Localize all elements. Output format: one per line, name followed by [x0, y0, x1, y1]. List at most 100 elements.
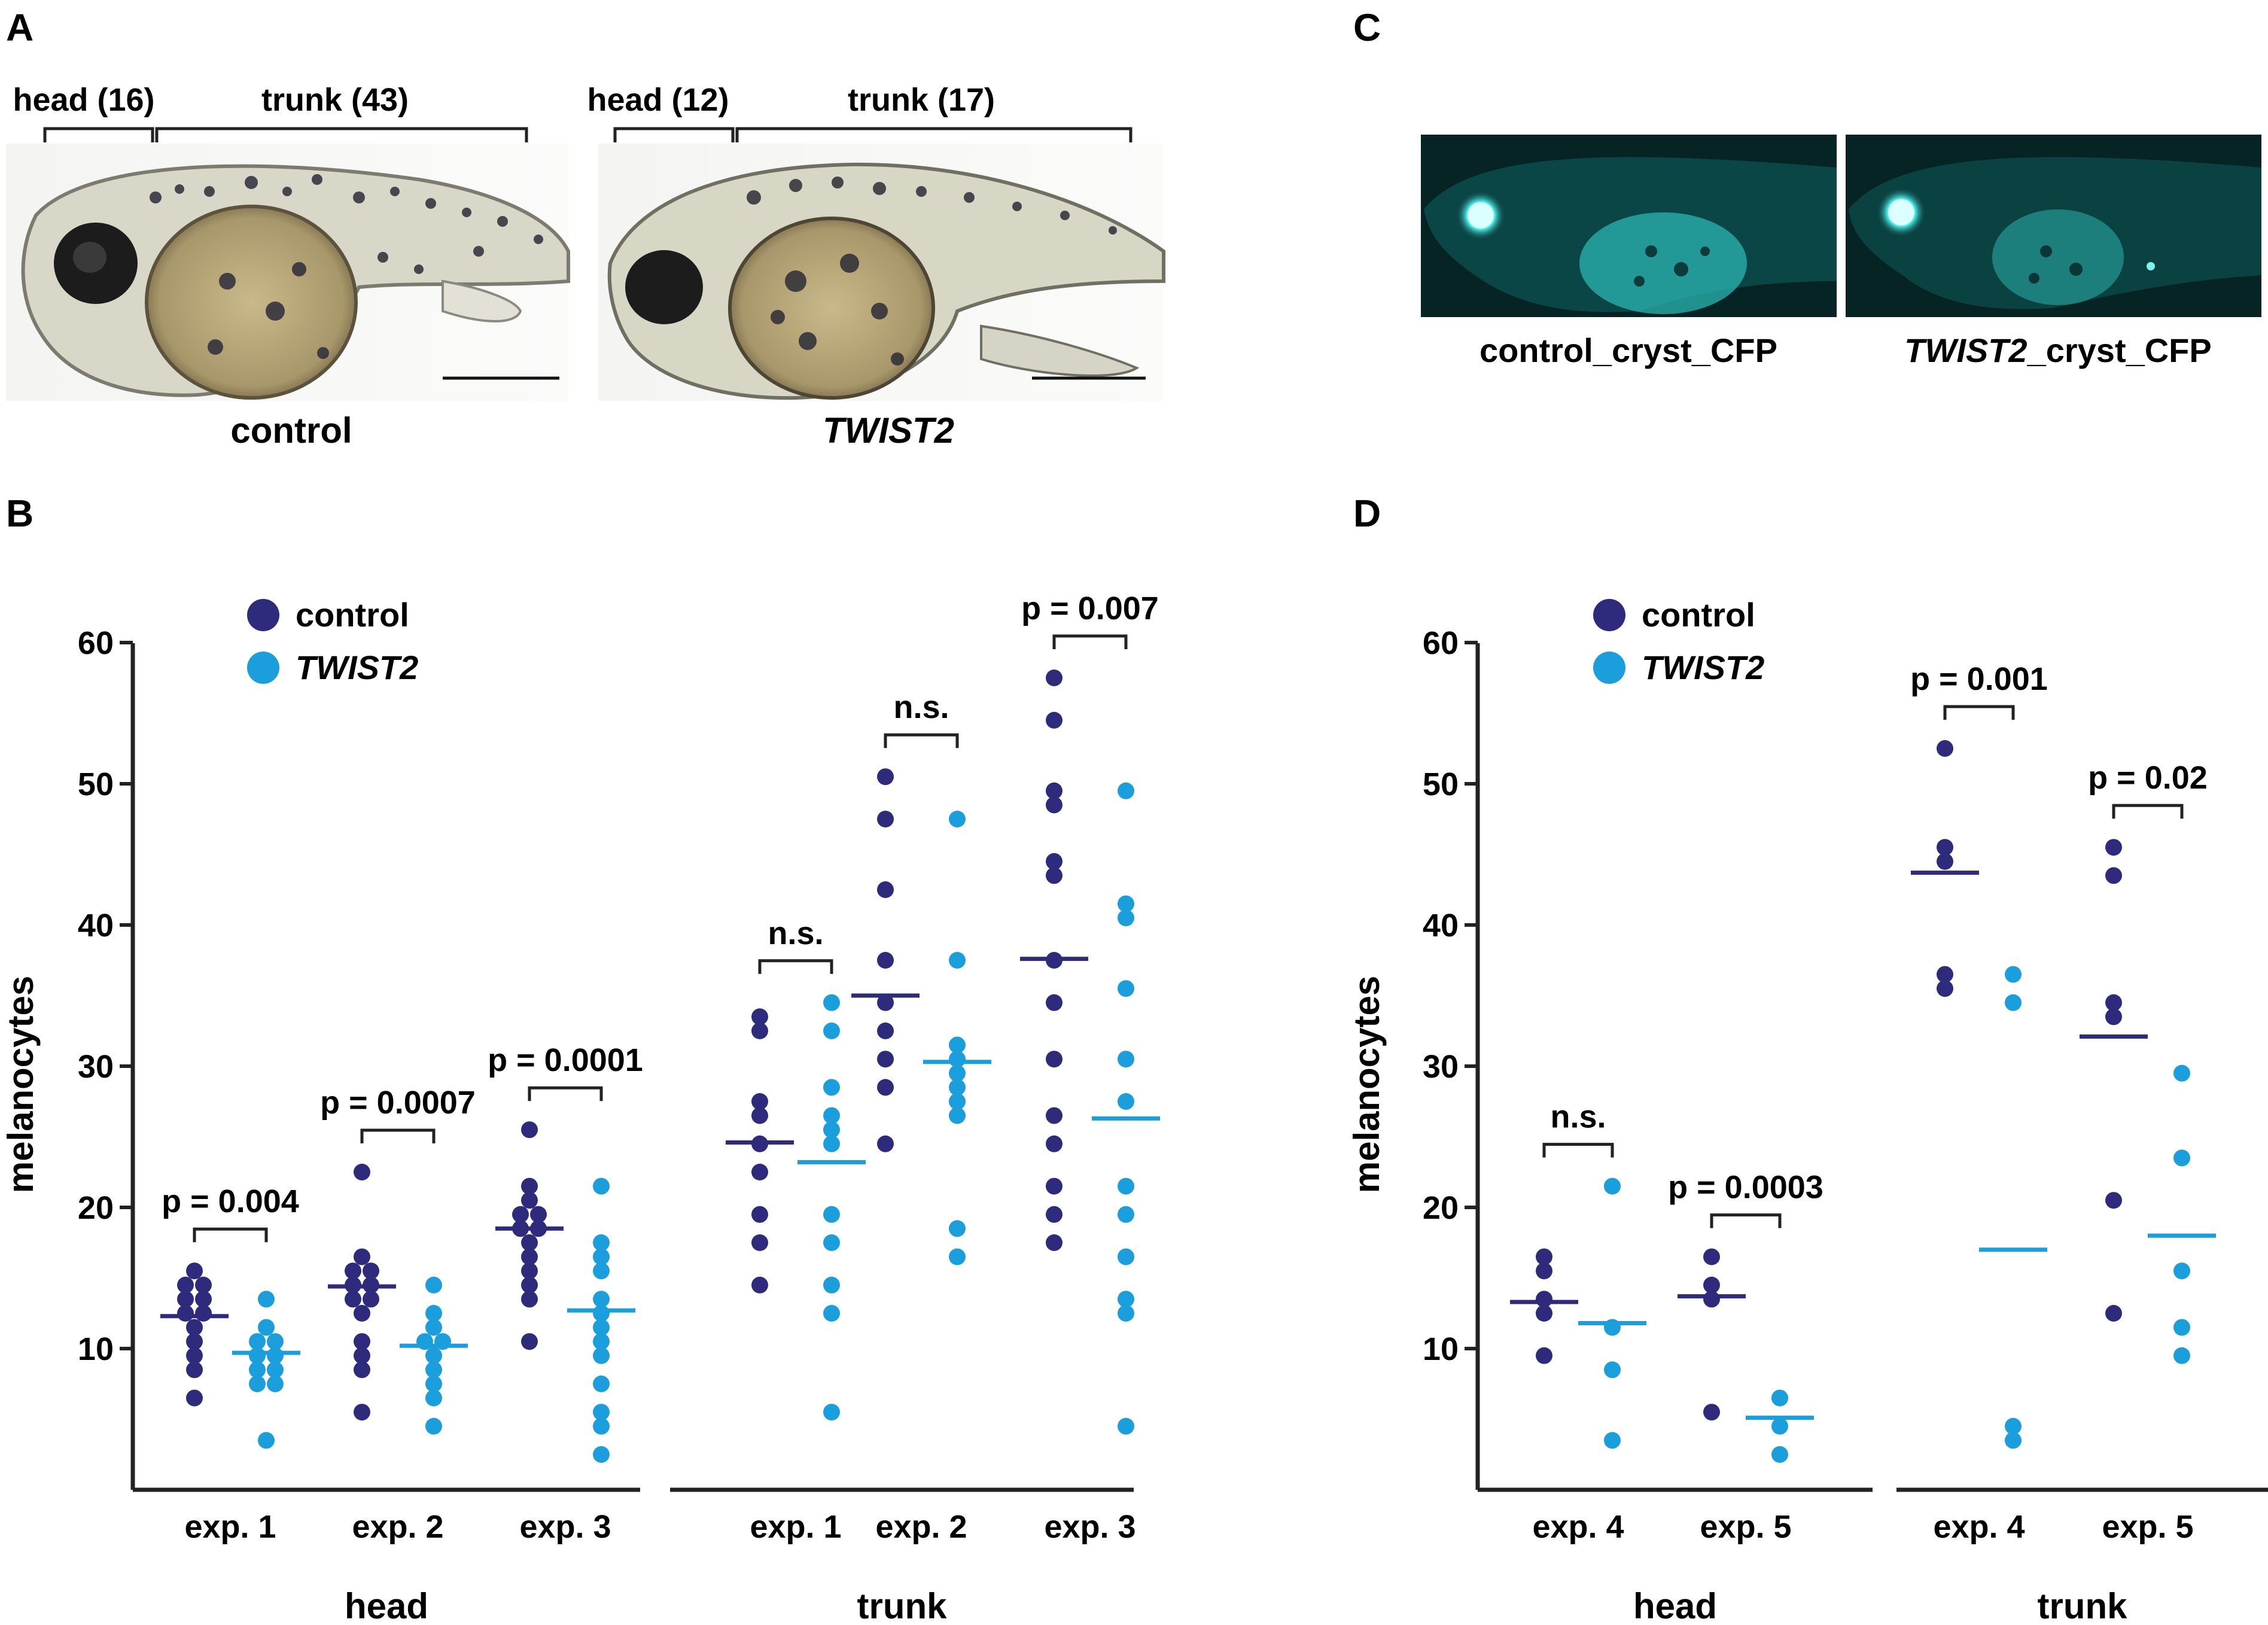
- control-point: [1046, 994, 1063, 1011]
- legend-label: control: [1642, 596, 1755, 634]
- control-point: [2105, 839, 2122, 856]
- panel-d: D 10 20 30 40 50 60 melanocytes control TWIST2 he…: [1347, 492, 2268, 1625]
- twist-point: [267, 1376, 284, 1392]
- experiment-label: exp. 4: [1532, 1509, 1624, 1545]
- control-point: [1937, 839, 1953, 856]
- control-point: [877, 1051, 894, 1068]
- twist-point: [823, 1121, 840, 1139]
- control-point: [877, 881, 894, 898]
- p-value-label: n.s.: [893, 689, 949, 725]
- control-point: [751, 1164, 768, 1180]
- twist-point: [2173, 1149, 2190, 1167]
- control-point: [877, 952, 894, 969]
- p-value-label: p = 0.0001: [488, 1042, 643, 1078]
- twist-point: [823, 1234, 840, 1251]
- control-point: [2105, 1305, 2122, 1322]
- legend-marker: [1593, 599, 1625, 631]
- control-point: [195, 1276, 212, 1294]
- twist-point: [258, 1291, 275, 1308]
- control-point: [521, 1177, 538, 1195]
- twist-point: [823, 994, 840, 1011]
- control-point: [751, 1008, 768, 1025]
- control-point: [354, 1248, 370, 1265]
- twist-point: [593, 1404, 610, 1421]
- control-point: [877, 1079, 894, 1096]
- control-point: [2105, 1008, 2122, 1025]
- control-point: [345, 1291, 361, 1308]
- control-point: [1703, 1404, 1720, 1421]
- twist-point: [949, 1107, 966, 1124]
- experiment-label: exp. 1: [750, 1509, 841, 1545]
- twist-point: [267, 1333, 284, 1350]
- control-point: [1046, 670, 1063, 686]
- twist-point: [1118, 895, 1134, 912]
- control-point: [186, 1319, 203, 1336]
- p-value-label: p = 0.0003: [1668, 1170, 1823, 1206]
- control-point: [521, 1333, 538, 1350]
- control-point: [1937, 980, 1953, 997]
- twist-point: [593, 1319, 610, 1336]
- panel-c: C control_cryst_CFP TWIST2_cryst_CFP: [1353, 6, 2261, 369]
- twist-point: [249, 1333, 266, 1350]
- experiment-label: exp. 2: [875, 1509, 967, 1545]
- experiment-label: exp. 4: [1933, 1509, 2025, 1545]
- twist-point: [823, 1305, 840, 1322]
- control-point: [186, 1389, 203, 1407]
- p-value-label: n.s.: [1550, 1099, 1606, 1135]
- twist-point: [258, 1319, 275, 1336]
- panel-letter-b: B: [6, 492, 34, 535]
- legend-label: TWIST2: [296, 649, 418, 686]
- twist-point: [823, 1023, 840, 1039]
- panel-b: B 10 20 30 40 50 60 melanocytes control TWIST2 he…: [1, 492, 1160, 1625]
- control-point: [1937, 853, 1953, 870]
- control-point: [1703, 1291, 1720, 1308]
- twist-point: [949, 1248, 966, 1265]
- control-point: [1046, 1234, 1063, 1251]
- twist-point: [1118, 909, 1134, 927]
- twist-point: [2005, 994, 2022, 1011]
- control-point: [195, 1291, 212, 1308]
- control-point: [1536, 1262, 1552, 1280]
- control-point: [751, 1023, 768, 1039]
- trunk-bracket: [735, 127, 1133, 142]
- twist-point: [823, 1276, 840, 1294]
- legend-label: TWIST2: [1642, 649, 1764, 686]
- control-point: [877, 811, 894, 827]
- twist-point: [593, 1262, 610, 1280]
- twist-point: [1118, 1206, 1134, 1223]
- y-tick-label: 30: [78, 1049, 114, 1085]
- twist-point: [949, 1220, 966, 1237]
- control-point: [363, 1291, 379, 1308]
- control-point: [2105, 1192, 2122, 1209]
- group-label: head: [345, 1586, 428, 1625]
- group-label: trunk: [857, 1586, 948, 1625]
- head-bracket: [43, 127, 154, 142]
- p-value-label: p = 0.007: [1021, 591, 1159, 626]
- experiment-label: exp. 3: [519, 1509, 611, 1545]
- twist-point: [1771, 1389, 1788, 1407]
- control-point: [177, 1291, 194, 1308]
- control-point: [530, 1206, 547, 1223]
- twist-point: [425, 1347, 442, 1364]
- twist-point: [593, 1333, 610, 1350]
- twist-point: [258, 1432, 275, 1449]
- control-point: [1937, 740, 1953, 757]
- control-point: [354, 1404, 370, 1421]
- control-point: [1046, 711, 1063, 729]
- control-point: [186, 1333, 203, 1350]
- control-point: [1703, 1276, 1720, 1294]
- twist-point: [1118, 1248, 1134, 1265]
- control-point: [186, 1347, 203, 1364]
- twist-point: [823, 1206, 840, 1223]
- trunk-count-label: trunk (17): [848, 82, 995, 118]
- twist-point: [593, 1291, 610, 1308]
- control-point: [354, 1164, 370, 1180]
- control-point: [186, 1262, 203, 1280]
- legend-marker: [247, 599, 279, 631]
- control-point: [195, 1305, 212, 1322]
- control-point: [177, 1276, 194, 1294]
- control-point: [877, 1135, 894, 1152]
- control-point: [521, 1276, 538, 1294]
- control-point: [521, 1192, 538, 1209]
